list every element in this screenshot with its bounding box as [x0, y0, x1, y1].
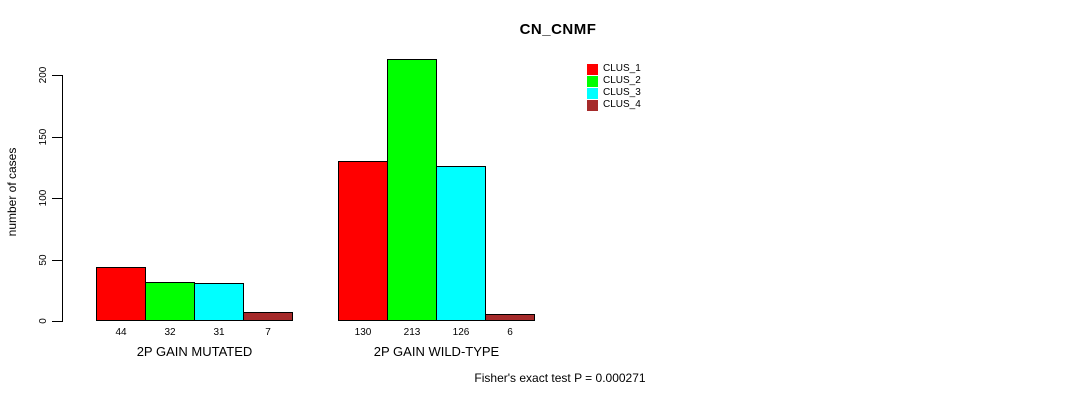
legend-item: CLUS_2: [587, 75, 641, 87]
bar-clus_1: [96, 267, 146, 321]
y-axis-label: number of cases: [5, 147, 19, 237]
category-label: 2P GAIN WILD-TYPE: [373, 344, 500, 359]
bar-value-label: 32: [164, 327, 176, 338]
legend-item-label: CLUS_3: [603, 87, 641, 98]
legend: CLUS_1 CLUS_2 CLUS_3 CLUS_4: [587, 63, 641, 111]
legend-item: CLUS_3: [587, 87, 641, 99]
bar-value-label: 130: [354, 327, 372, 338]
bar-clus_3: [436, 166, 486, 321]
y-axis-tick: [52, 260, 62, 261]
legend-item-label: CLUS_1: [603, 63, 641, 74]
bar-value-label: 126: [452, 327, 470, 338]
y-axis-line: [62, 75, 63, 322]
y-axis-tick-label: 200: [38, 66, 49, 84]
bar-clus_2: [145, 282, 195, 321]
bar-value-label: 31: [213, 327, 225, 338]
bar-value-label: 213: [403, 327, 421, 338]
legend-swatch: [587, 99, 598, 111]
y-axis-tick: [52, 137, 62, 138]
legend-swatch: [587, 87, 598, 99]
y-axis-tick-label: 50: [38, 254, 49, 266]
y-axis-tick-label: 0: [38, 318, 49, 324]
y-axis-tick: [52, 321, 62, 322]
y-axis-tick: [52, 198, 62, 199]
category-label: 2P GAIN MUTATED: [136, 344, 253, 359]
bar-value-label: 7: [265, 327, 271, 338]
y-axis-tick-label: 150: [38, 128, 49, 146]
bar-clus_3: [194, 283, 244, 321]
legend-item: CLUS_1: [587, 63, 641, 75]
bar-clus_4: [485, 314, 535, 321]
legend-item-label: CLUS_4: [603, 99, 641, 110]
y-axis-tick-label: 100: [38, 189, 49, 207]
chart-title: CN_CNMF: [519, 21, 597, 38]
bar-clus_4: [243, 312, 293, 321]
legend-swatch: [587, 63, 598, 75]
legend-item: CLUS_4: [587, 99, 641, 111]
legend-swatch: [587, 75, 598, 87]
legend-item-label: CLUS_2: [603, 75, 641, 86]
bar-value-label: 6: [507, 327, 513, 338]
fisher-test-annotation: Fisher's exact test P = 0.000271: [474, 371, 646, 385]
bar-value-label: 44: [115, 327, 127, 338]
y-axis-tick: [52, 75, 62, 76]
bar-clus_2: [387, 59, 437, 321]
bar-clus_1: [338, 161, 388, 321]
